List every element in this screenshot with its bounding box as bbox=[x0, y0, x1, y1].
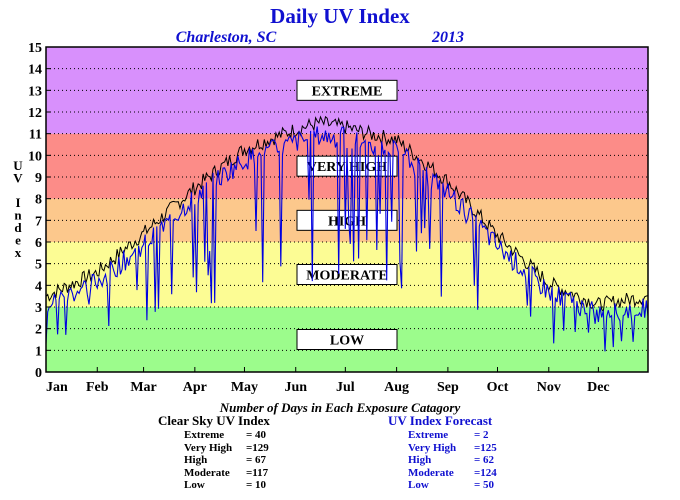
clear-sky-stats-rows: Extreme = 40 Very High =129 High = 67 Moderate… bbox=[184, 429, 270, 492]
y-tick-label: 0 bbox=[35, 366, 42, 381]
y-tick-label: 4 bbox=[35, 279, 42, 294]
x-tick-label: Aug bbox=[384, 380, 409, 395]
band-label-text: HIGH bbox=[328, 214, 366, 229]
stats-row-value: = 2 bbox=[474, 429, 489, 441]
y-tick-label: 13 bbox=[28, 84, 42, 99]
stats-row-value: = 67 bbox=[246, 454, 267, 466]
x-tick-label: Jun bbox=[284, 380, 307, 395]
y-axis-label-letter: I bbox=[15, 195, 20, 210]
stats-row-label: High bbox=[408, 454, 432, 466]
stats-row-label: Very High bbox=[408, 441, 457, 454]
stats-row: High = 62 bbox=[408, 454, 497, 467]
stats-row-label: Moderate bbox=[184, 466, 230, 479]
y-tick-label: 12 bbox=[28, 106, 42, 121]
y-tick-label: 9 bbox=[35, 171, 42, 186]
stats-row-label: Very High bbox=[184, 441, 233, 454]
chart-title: Daily UV Index bbox=[270, 4, 410, 28]
stats-row-value: =125 bbox=[474, 441, 497, 454]
y-axis-label-letter: n bbox=[14, 208, 22, 223]
stats-row-value: = 40 bbox=[246, 429, 267, 441]
x-tick-label: May bbox=[231, 380, 258, 395]
stats-row: Low = 10 bbox=[184, 479, 270, 492]
band-label-box bbox=[296, 264, 398, 285]
stats-row-label: Low bbox=[184, 479, 205, 491]
stats-row: Very High =125 bbox=[408, 442, 497, 455]
clear-sky-stats-panel: Clear Sky UV Index Extreme = 40 Very High =… bbox=[158, 413, 270, 492]
plot-border bbox=[45, 46, 649, 373]
stats-row-label: Extreme bbox=[184, 429, 225, 441]
x-tick-label: Oct bbox=[487, 380, 509, 395]
forecast-stats-rows: Extreme = 2 Very High =125 High = 62 Moderate =… bbox=[408, 429, 497, 492]
stats-row-label: High bbox=[184, 454, 208, 466]
y-axis-label-letter: e bbox=[15, 233, 21, 248]
y-axis-label-letter: U bbox=[13, 158, 23, 173]
stats-row-value: =124 bbox=[474, 466, 497, 479]
stats-row: Moderate =117 bbox=[184, 467, 270, 480]
stats-title: Number of Days in Each Exposure Catagory bbox=[219, 400, 461, 415]
stats-row-label: Moderate bbox=[408, 466, 454, 479]
x-tick-label: Mar bbox=[130, 380, 156, 395]
stats-row: Moderate =124 bbox=[408, 467, 497, 480]
y-tick-label: 2 bbox=[35, 323, 42, 338]
y-tick-label: 14 bbox=[28, 63, 42, 78]
y-tick-label: 8 bbox=[35, 193, 42, 208]
y-tick-label: 7 bbox=[35, 214, 42, 229]
x-tick-label: Feb bbox=[86, 380, 109, 395]
y-axis-label-letter: V bbox=[13, 171, 23, 186]
band-label-box bbox=[296, 329, 398, 350]
y-tick-label: 1 bbox=[35, 344, 42, 359]
stats-row-value: = 62 bbox=[474, 454, 495, 466]
stats-row-value: =129 bbox=[246, 441, 269, 454]
series-line-uv-index-forecast bbox=[45, 126, 649, 352]
stats-row-value: = 10 bbox=[246, 479, 267, 491]
band-label-moderate: MODERATE bbox=[296, 264, 398, 285]
x-ticks: Jan Feb Mar Apr May Jun Jul Aug Sep Oct Nov Dec bbox=[45, 367, 610, 395]
stats-row-value: =117 bbox=[246, 466, 269, 479]
x-tick-label: Sep bbox=[437, 380, 459, 395]
chart-subtitle-location: Charleston, SC bbox=[176, 29, 277, 46]
forecast-stats-panel: UV Index Forecast Extreme = 2 Very High =12… bbox=[388, 413, 497, 492]
stats-row-value: = 50 bbox=[474, 479, 495, 491]
band-label-box bbox=[296, 79, 398, 101]
y-tick-label: 6 bbox=[35, 236, 42, 251]
stats-row: Extreme = 40 bbox=[184, 429, 270, 442]
y-axis-label-letter: d bbox=[14, 220, 22, 235]
band-label-text: MODERATE bbox=[306, 269, 387, 284]
stats-row: Extreme = 2 bbox=[408, 429, 497, 442]
stats-row-label: Extreme bbox=[408, 429, 449, 441]
x-tick-label: Jul bbox=[336, 380, 355, 395]
band-label-extreme: EXTREME bbox=[296, 79, 398, 101]
stats-row: Very High =129 bbox=[184, 442, 270, 455]
x-tick-label: Nov bbox=[537, 380, 561, 395]
band-label-text: EXTREME bbox=[312, 84, 383, 99]
band-label-text: LOW bbox=[330, 334, 364, 349]
y-tick-label: 11 bbox=[29, 128, 42, 143]
y-tick-label: 5 bbox=[35, 258, 42, 273]
y-axis-label-letter: x bbox=[15, 245, 22, 260]
x-tick-label: Jan bbox=[46, 380, 68, 395]
chart-subtitle-year: 2013 bbox=[431, 29, 464, 46]
y-tick-label: 15 bbox=[28, 41, 42, 56]
stats-row: High = 67 bbox=[184, 454, 270, 467]
forecast-stats-heading: UV Index Forecast bbox=[388, 413, 493, 428]
x-tick-label: Dec bbox=[587, 380, 610, 395]
stats-row: Low = 50 bbox=[408, 479, 497, 492]
x-tick-label: Apr bbox=[183, 380, 207, 395]
y-tick-label: 10 bbox=[28, 149, 42, 164]
band-label-low: LOW bbox=[296, 329, 398, 350]
series-lines bbox=[45, 115, 649, 352]
y-tick-label: 3 bbox=[35, 301, 42, 316]
plot-frame bbox=[45, 46, 649, 373]
band-label-box bbox=[296, 209, 398, 231]
clear-sky-stats-heading: Clear Sky UV Index bbox=[158, 413, 270, 428]
stats-row-label: Low bbox=[408, 479, 429, 491]
